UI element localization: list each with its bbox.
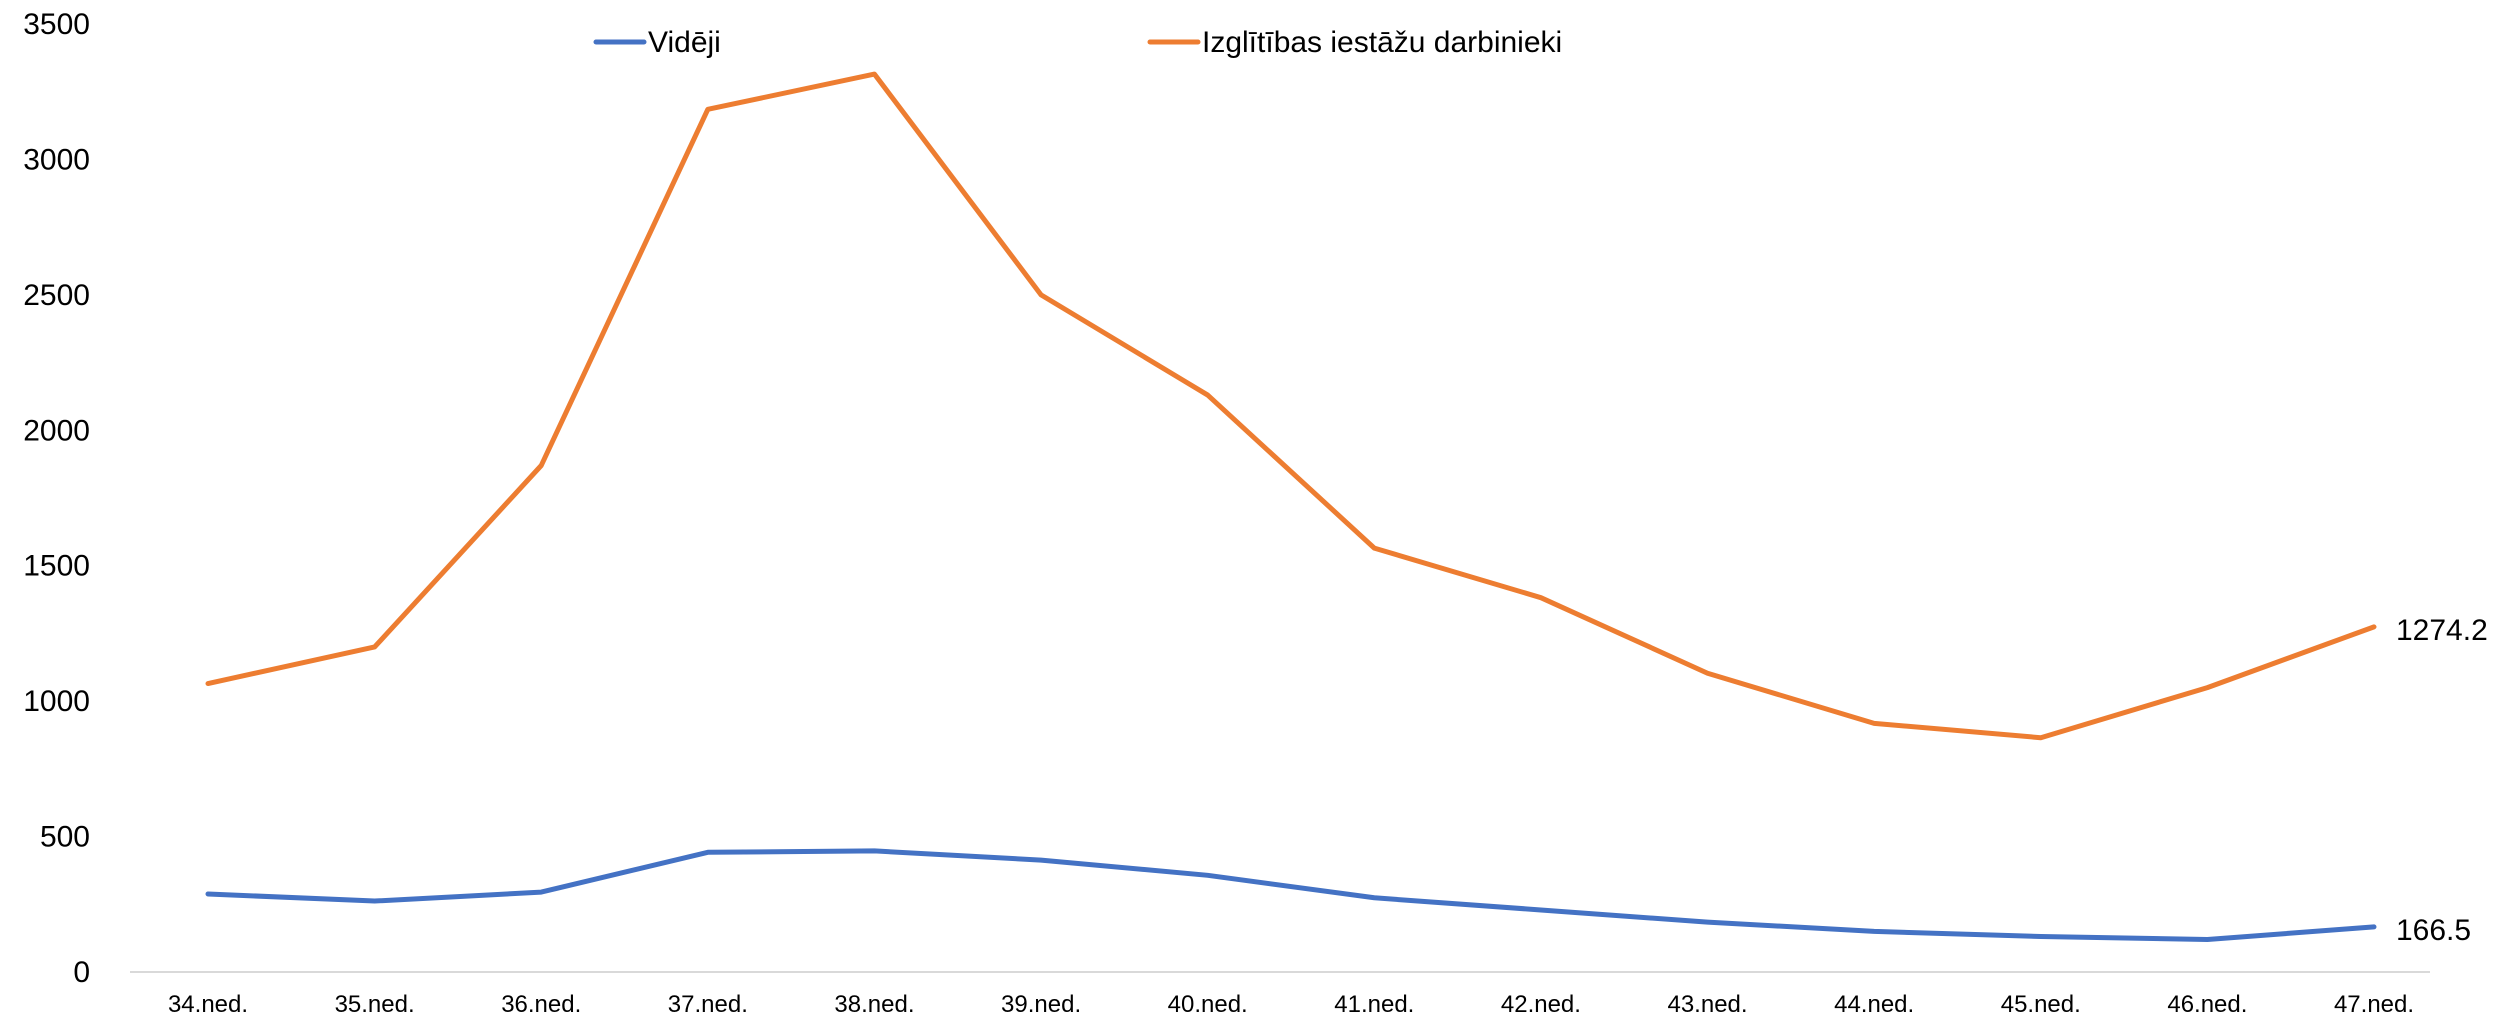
x-tick-label: 42.ned. [1501,991,1581,1016]
legend: Vidēji Izglītības iestāžu darbinieki [593,26,1562,59]
x-tick-label: 47.ned. [2334,991,2414,1016]
x-tick-label: 45.ned. [2001,991,2081,1016]
x-tick-label: 34.ned. [168,991,248,1016]
x-tick-label: 38.ned. [834,991,914,1016]
legend-label-series-1: Vidēji [648,26,721,59]
legend-label-series-2: Izglītības iestāžu darbinieki [1202,26,1562,59]
x-tick-label: 40.ned. [1168,991,1248,1016]
y-tick-label: 3500 [23,8,90,41]
x-tick-label: 43.ned. [1667,991,1747,1016]
x-tick-label: 37.ned. [668,991,748,1016]
x-tick-label: 41.ned. [1334,991,1414,1016]
end-label-series-2: 1274.2 [2396,614,2488,647]
y-tick-label: 2500 [23,279,90,312]
y-tick-label: 1000 [23,685,90,718]
y-tick-label: 500 [40,821,90,854]
x-tick-label: 46.ned. [2167,991,2247,1016]
end-label-series-1: 166.5 [2396,914,2471,947]
y-tick-label: 1500 [23,550,90,583]
y-tick-label: 0 [73,956,90,989]
end-labels: 166.5 1274.2 [2396,614,2488,947]
series-line-1 [205,848,2377,942]
x-axis-labels: 34.ned. 35.ned. 36.ned. 37.ned. 38.ned. 39.ne… [168,991,2414,1016]
series-lines [205,71,2377,942]
x-tick-label: 39.ned. [1001,991,1081,1016]
y-tick-label: 2000 [23,414,90,447]
series-line-2 [205,71,2377,741]
y-tick-label: 3000 [23,143,90,176]
x-tick-label: 36.ned. [501,991,581,1016]
x-tick-label: 44.ned. [1834,991,1914,1016]
x-tick-label: 35.ned. [335,991,415,1016]
y-axis-labels: 0 500 1000 1500 2000 2500 3000 3500 [23,8,90,989]
